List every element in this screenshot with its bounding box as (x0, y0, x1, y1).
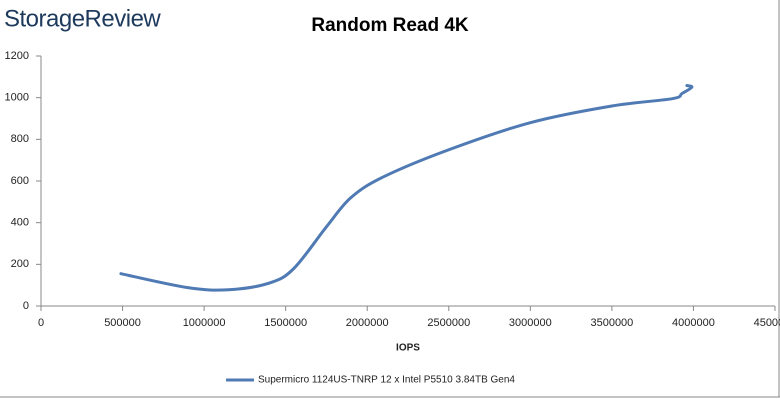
y-tick-label: 0 (23, 300, 29, 312)
y-tick-label: 600 (11, 175, 29, 187)
y-tick-label: 400 (11, 217, 29, 229)
y-tick-label: 1000 (5, 92, 29, 104)
series-line (119, 84, 694, 292)
x-tick-label: 1500000 (264, 317, 307, 329)
x-tick-label: 1000000 (183, 317, 226, 329)
x-tick-label: 4000000 (672, 317, 715, 329)
x-tick-label: 2500000 (427, 317, 470, 329)
y-tick-label: 200 (11, 258, 29, 270)
x-tick-label: 2000000 (346, 317, 389, 329)
chart-title: Random Read 4K (311, 15, 469, 36)
y-tick-label: 1200 (5, 50, 29, 62)
legend-label: Supermicro 1124US-TNRP 12 x Intel P5510 … (258, 375, 515, 386)
x-tick-label: 500000 (104, 317, 141, 329)
y-tick-label: 800 (11, 133, 29, 145)
x-tick-label: 3000000 (509, 317, 552, 329)
x-tick-label: 3500000 (590, 317, 633, 329)
x-axis-label: IOPS (396, 343, 420, 354)
brand-logo: StorageReview (4, 5, 161, 32)
x-tick-label: 0 (38, 317, 44, 329)
x-tick-label: 4500000 (754, 317, 780, 329)
